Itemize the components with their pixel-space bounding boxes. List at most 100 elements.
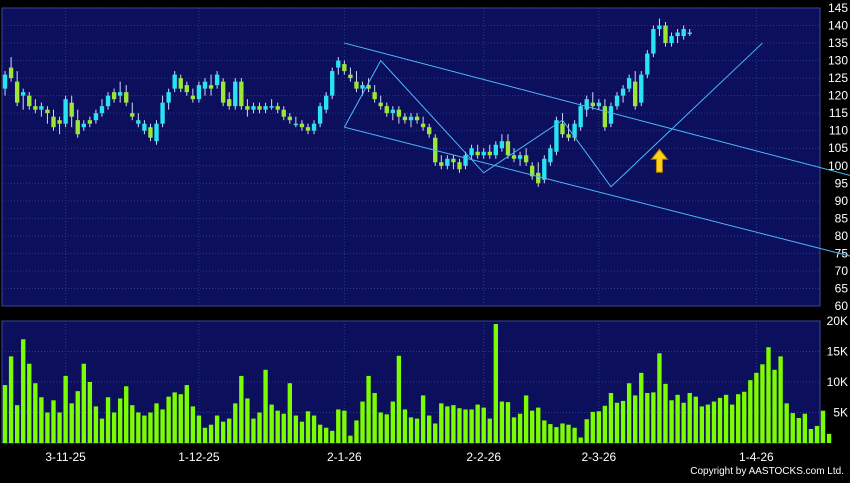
- candle-body: [172, 74, 177, 89]
- candle-body: [626, 78, 632, 89]
- volume-bar: [620, 400, 626, 443]
- candle-body: [251, 106, 256, 110]
- volume-tick-label: 5K: [833, 406, 848, 420]
- candle-body: [99, 106, 105, 114]
- volume-bar: [669, 400, 674, 443]
- volume-bar: [723, 394, 729, 443]
- candle-body: [414, 116, 420, 121]
- candle-body: [420, 123, 426, 128]
- volume-bar: [384, 414, 389, 443]
- candle-body: [214, 74, 220, 86]
- volume-bar: [142, 415, 147, 443]
- candle-body: [602, 106, 608, 128]
- volume-bar: [717, 397, 723, 443]
- candle-body: [330, 71, 335, 96]
- volume-bar: [463, 409, 468, 443]
- up-arrow-marker: [650, 148, 669, 173]
- volume-bar: [366, 375, 371, 443]
- candle-body: [620, 88, 626, 96]
- volume-bar: [748, 380, 753, 443]
- volume-bar: [336, 409, 341, 443]
- candle-body: [287, 116, 292, 121]
- volume-bar: [572, 427, 577, 443]
- candle-body: [142, 123, 147, 131]
- candle-body: [408, 116, 414, 121]
- volume-bar: [214, 415, 220, 443]
- volume-bar: [330, 430, 335, 443]
- candle-body: [566, 134, 571, 138]
- candle-body: [639, 74, 644, 103]
- x-tick-label: 1-12-25: [178, 450, 220, 464]
- volume-bar: [360, 401, 365, 443]
- candle-body: [517, 155, 523, 159]
- volume-bar: [487, 418, 492, 443]
- volume-bar: [542, 420, 547, 443]
- candle-body: [675, 32, 680, 37]
- price-tick-label: 80: [835, 229, 849, 243]
- candle-body: [87, 120, 93, 124]
- price-tick-label: 70: [835, 264, 849, 278]
- volume-bar: [530, 410, 535, 443]
- volume-bar: [802, 413, 808, 443]
- x-tick-label: 2-2-26: [466, 450, 501, 464]
- volume-bar: [87, 382, 93, 443]
- candle-body: [366, 85, 371, 89]
- candle-body: [202, 81, 208, 89]
- volume-tick-label: 10K: [827, 375, 848, 389]
- volume-bar: [81, 363, 86, 443]
- volume-bar: [566, 424, 571, 443]
- volume-bar: [160, 409, 165, 443]
- volume-bar: [663, 383, 668, 443]
- volume-bar: [469, 409, 474, 443]
- price-tick-label: 140: [828, 19, 848, 33]
- candle-body: [323, 95, 329, 110]
- volume-bar: [523, 395, 529, 443]
- volume-bar: [51, 400, 56, 443]
- candle-body: [530, 165, 535, 177]
- volume-bar: [633, 395, 638, 443]
- volume-bar: [124, 386, 129, 443]
- candle-body: [669, 36, 674, 44]
- volume-bar: [808, 428, 814, 443]
- candle-body: [166, 92, 171, 103]
- volume-bar: [414, 418, 420, 443]
- volume-bar: [639, 372, 644, 443]
- candle-body: [269, 106, 274, 108]
- volume-bar: [517, 413, 523, 443]
- volume-bar: [457, 408, 462, 443]
- price-tick-label: 110: [829, 124, 848, 138]
- volume-bar: [590, 411, 595, 443]
- volume-bar: [317, 424, 323, 443]
- volume-bar: [342, 410, 347, 443]
- volume-bar: [227, 418, 232, 443]
- volume-bar: [396, 355, 402, 443]
- volume-bar: [251, 418, 256, 443]
- candle-body: [2, 74, 8, 89]
- candle-body: [511, 155, 517, 159]
- volume-bar: [154, 403, 159, 443]
- candle-body: [542, 158, 547, 180]
- candle-body: [651, 29, 656, 54]
- candle-body: [657, 25, 662, 30]
- candle-body: [190, 95, 196, 100]
- volume-bar: [693, 396, 698, 443]
- volume-bar: [196, 415, 202, 443]
- volume-bar: [75, 391, 80, 443]
- candle-body: [445, 158, 450, 166]
- volume-bar: [33, 383, 38, 443]
- candle-body: [63, 99, 68, 124]
- volume-bar: [111, 412, 117, 443]
- candle-body: [263, 106, 268, 110]
- price-tick-label: 90: [835, 194, 849, 208]
- price-tick-label: 130: [828, 54, 848, 68]
- x-tick-label: 2-1-26: [327, 450, 362, 464]
- candle-body: [633, 81, 638, 107]
- candle-body: [160, 102, 165, 124]
- candle-body: [402, 116, 408, 121]
- volume-bar: [784, 403, 789, 443]
- volume-bar: [390, 401, 396, 443]
- candle-body: [378, 102, 383, 107]
- volume-bar: [354, 420, 359, 443]
- candle-body: [311, 123, 317, 131]
